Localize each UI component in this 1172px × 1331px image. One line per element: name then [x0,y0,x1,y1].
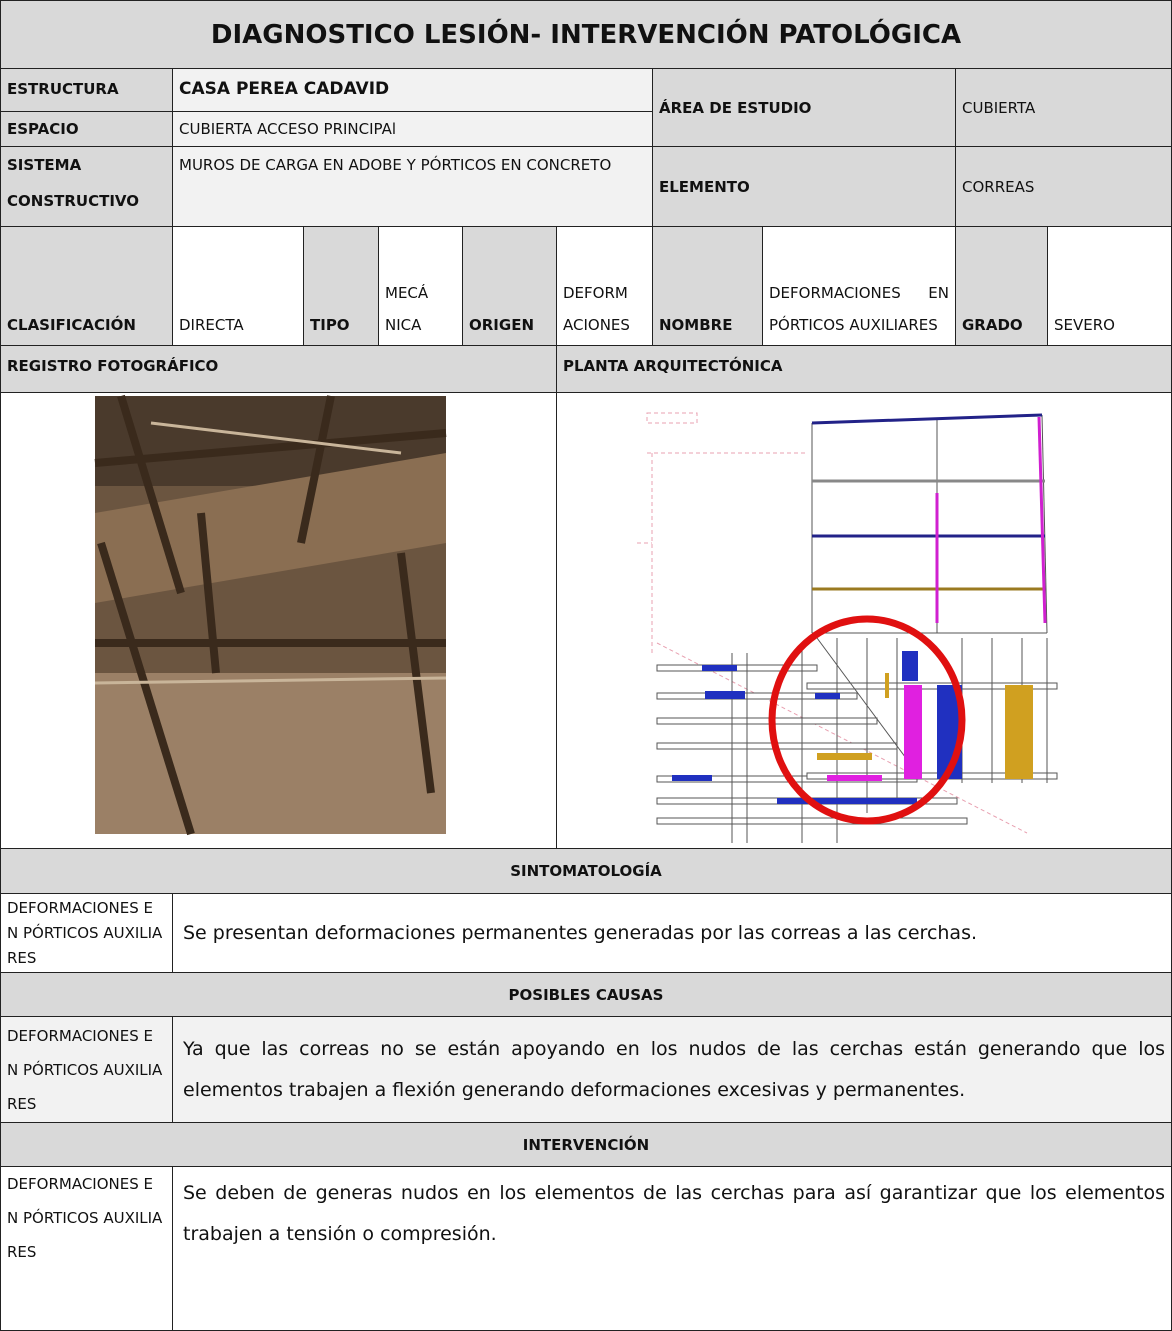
plan [637,412,1058,843]
value: CORREAS [955,146,1172,227]
text: Se deben de generas nudos en los element… [172,1166,1172,1331]
label: ESPACIO [0,111,173,147]
value: DIRECTA [172,226,304,346]
value: DEFORMACIONES [556,226,653,346]
photo-cell [0,392,557,849]
label: CLASIFICACIÓN [0,226,173,346]
section-header: SINTOMATOLOGÍA [0,848,1172,894]
value: MUROS DE CARGA EN ADOBE Y PÓRTICOS EN CO… [172,146,653,227]
value: SEVERO [1047,226,1172,346]
label: GRADO [955,226,1048,346]
value: DEFORMACIONES EN PÓRTICOS AUXILIARES [762,226,956,346]
value: CASA PEREA CADAVID [172,68,653,112]
title: DIAGNOSTICO LESIÓN- INTERVENCIÓN PATOLÓG… [0,0,1172,69]
label: ELEMENTO [652,146,956,227]
label: ORIGEN [462,226,557,346]
text: Se presentan deformaciones permanentes g… [172,893,1172,973]
section-header: PLANTA ARQUITECTÓNICA [556,345,1172,393]
photo [94,394,447,836]
value: MECÁNICA [378,226,463,346]
plan-cell [556,392,1172,849]
label: TIPO [303,226,379,346]
label: ESTRUCTURA [0,68,173,112]
label: DEFORMACIONES EN PÓRTICOS AUXILIARES [0,1016,173,1123]
label: SISTEMA CONSTRUCTIVO [0,146,173,227]
value: CUBIERTA ACCESO PRINCIPAl [172,111,653,147]
section-header: INTERVENCIÓN [0,1122,1172,1167]
section-header: POSIBLES CAUSAS [0,972,1172,1017]
label: ÁREA DE ESTUDIO [652,68,956,147]
section-header: REGISTRO FOTOGRÁFICO [0,345,557,393]
text: Ya que las correas no se están apoyando … [172,1016,1172,1123]
label: NOMBRE [652,226,763,346]
label: DEFORMACIONES EN PÓRTICOS AUXILIARES [0,893,173,973]
label: DEFORMACIONES EN PÓRTICOS AUXILIARES [0,1166,173,1331]
value: CUBIERTA [955,68,1172,147]
